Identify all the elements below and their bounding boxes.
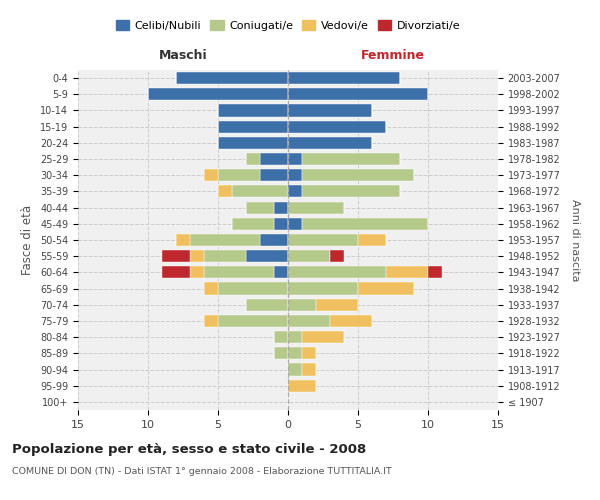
Bar bbox=[246, 202, 274, 213]
Text: Maschi: Maschi bbox=[158, 49, 208, 62]
Bar bbox=[288, 282, 358, 294]
Bar bbox=[302, 153, 400, 165]
Y-axis label: Fasce di età: Fasce di età bbox=[22, 205, 34, 275]
Bar bbox=[288, 250, 330, 262]
Bar bbox=[274, 348, 288, 360]
Bar bbox=[288, 218, 302, 230]
Bar bbox=[288, 364, 302, 376]
Bar bbox=[232, 186, 288, 198]
Bar bbox=[302, 331, 344, 343]
Bar bbox=[218, 169, 260, 181]
Bar bbox=[302, 186, 400, 198]
Bar bbox=[288, 380, 316, 392]
Bar bbox=[218, 104, 288, 117]
Bar bbox=[288, 88, 428, 101]
Bar bbox=[288, 186, 302, 198]
Text: Popolazione per età, sesso e stato civile - 2008: Popolazione per età, sesso e stato civil… bbox=[12, 442, 366, 456]
Bar bbox=[176, 72, 288, 84]
Bar bbox=[330, 250, 344, 262]
Bar bbox=[288, 234, 358, 246]
Bar bbox=[288, 72, 400, 84]
Bar bbox=[288, 153, 302, 165]
Bar bbox=[288, 169, 302, 181]
Bar bbox=[218, 137, 288, 149]
Text: Femmine: Femmine bbox=[361, 49, 425, 62]
Bar bbox=[260, 169, 288, 181]
Bar bbox=[428, 266, 442, 278]
Bar bbox=[260, 234, 288, 246]
Bar bbox=[288, 137, 372, 149]
Bar bbox=[330, 315, 372, 327]
Bar bbox=[316, 298, 358, 311]
Bar bbox=[218, 120, 288, 132]
Bar bbox=[358, 234, 386, 246]
Bar bbox=[274, 202, 288, 213]
Bar bbox=[288, 120, 386, 132]
Bar bbox=[302, 169, 414, 181]
Bar bbox=[260, 153, 288, 165]
Bar bbox=[274, 266, 288, 278]
Bar bbox=[204, 250, 246, 262]
Bar bbox=[246, 298, 288, 311]
Bar bbox=[246, 250, 288, 262]
Bar bbox=[190, 234, 260, 246]
Bar bbox=[288, 202, 344, 213]
Bar bbox=[176, 234, 190, 246]
Legend: Celibi/Nubili, Coniugati/e, Vedovi/e, Divorziati/e: Celibi/Nubili, Coniugati/e, Vedovi/e, Di… bbox=[112, 16, 464, 36]
Bar bbox=[288, 104, 372, 117]
Bar bbox=[218, 315, 288, 327]
Bar bbox=[190, 266, 204, 278]
Bar bbox=[358, 282, 414, 294]
Bar bbox=[302, 348, 316, 360]
Bar bbox=[302, 364, 316, 376]
Bar bbox=[288, 315, 330, 327]
Bar bbox=[218, 282, 288, 294]
Bar bbox=[288, 266, 386, 278]
Bar bbox=[148, 88, 288, 101]
Bar bbox=[232, 218, 274, 230]
Bar bbox=[386, 266, 428, 278]
Bar bbox=[162, 250, 190, 262]
Bar bbox=[302, 218, 428, 230]
Bar bbox=[246, 153, 260, 165]
Bar bbox=[274, 331, 288, 343]
Bar bbox=[204, 315, 218, 327]
Text: COMUNE DI DON (TN) - Dati ISTAT 1° gennaio 2008 - Elaborazione TUTTITALIA.IT: COMUNE DI DON (TN) - Dati ISTAT 1° genna… bbox=[12, 468, 392, 476]
Bar bbox=[204, 266, 274, 278]
Bar bbox=[218, 186, 232, 198]
Bar bbox=[288, 348, 302, 360]
Bar bbox=[288, 331, 302, 343]
Bar bbox=[162, 266, 190, 278]
Y-axis label: Anni di nascita: Anni di nascita bbox=[570, 198, 580, 281]
Bar bbox=[274, 218, 288, 230]
Bar bbox=[204, 282, 218, 294]
Bar bbox=[204, 169, 218, 181]
Bar bbox=[288, 298, 316, 311]
Bar bbox=[190, 250, 204, 262]
